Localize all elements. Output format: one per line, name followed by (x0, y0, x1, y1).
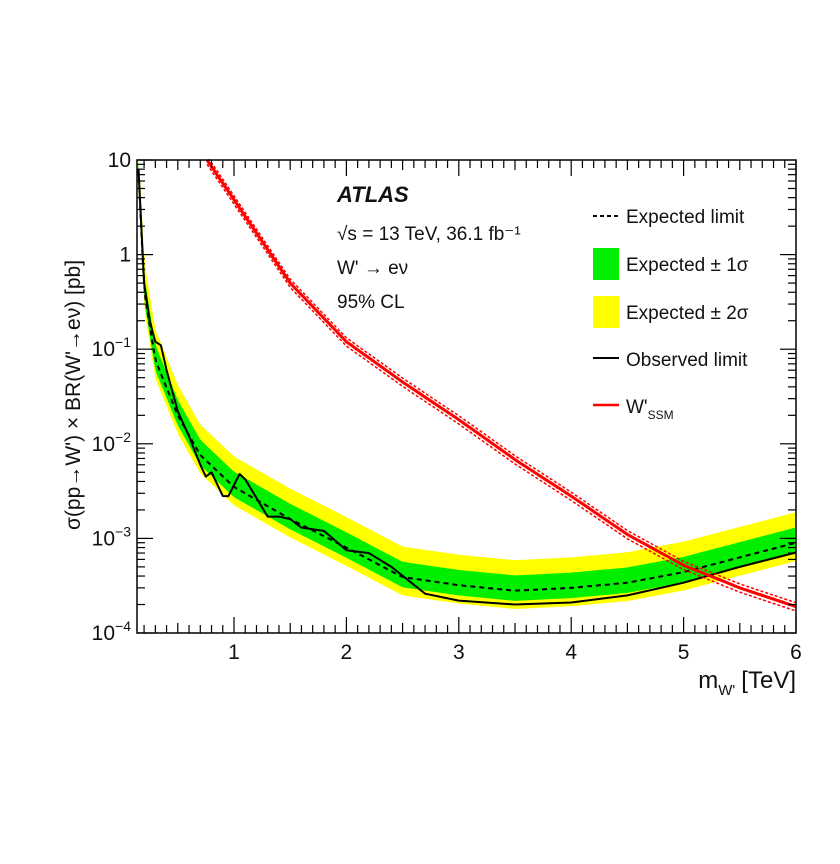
x-tick-label: 4 (565, 641, 577, 664)
experiment-label: ATLAS (336, 182, 409, 207)
annotation-cl: 95% CL (337, 292, 405, 313)
legend-label-2sigma: Expected ± 2σ (626, 303, 749, 324)
y-tick-label: 10−2 (92, 429, 132, 456)
plot-frame (136, 159, 797, 634)
y-tick-base: 10 (92, 622, 115, 645)
annotation-channel: W' → eν (337, 258, 408, 279)
x-tick-label: 3 (453, 641, 465, 664)
annotation-energy: √s = 13 TeV, 36.1 fb⁻¹ (337, 224, 521, 245)
y-tick-base: 10 (92, 527, 115, 550)
legend-label-1sigma: Expected ± 1σ (626, 255, 749, 276)
x-axis-label: mW' [TeV] (698, 667, 796, 699)
ssm-theory-line (205, 159, 797, 609)
expected-limit-line (137, 169, 796, 592)
y-tick-label: 10−1 (92, 334, 132, 361)
legend: Expected limit Expected ± 1σ Expected ± … (593, 207, 749, 422)
legend-label-ssm-sub: SSM (648, 408, 674, 422)
observed-limit-line (137, 169, 797, 606)
y-tick-base: 10 (92, 433, 115, 456)
legend-label-observed: Observed limit (626, 350, 748, 371)
y-tick-label: 10 (108, 149, 131, 172)
y-tick-base: 1 (119, 244, 131, 267)
y-tick-base: 10 (92, 338, 115, 361)
ssm-uncertainty-down (206, 163, 797, 612)
x-tick-label: 2 (341, 641, 353, 664)
y-tick-label: 10−3 (92, 523, 132, 550)
y-axis-label: σ(pp→W') × BR(W'→eν) [pb] (62, 260, 85, 530)
y-tick-base: 10 (108, 149, 131, 172)
y-tick-label: 1 (119, 244, 131, 267)
y-tick-exponent: −2 (115, 429, 131, 445)
legend-label-ssm: W'SSM (626, 397, 674, 422)
y-tick-exponent: −1 (115, 334, 131, 350)
lines (137, 159, 797, 612)
y-tick-exponent: −4 (115, 618, 131, 634)
ssm-uncertainty-up (207, 159, 797, 604)
legend-swatch-1sigma (593, 248, 619, 280)
band-1sigma (138, 160, 795, 601)
legend-swatch-2sigma (593, 296, 619, 328)
x-tick-label: 6 (790, 641, 802, 664)
y-tick-exponent: −3 (115, 523, 131, 539)
legend-label-ssm-main: W' (626, 397, 648, 418)
x-tick-label: 1 (228, 641, 240, 664)
x-tick-label: 5 (678, 641, 690, 664)
y-tick-label: 10−4 (92, 618, 132, 645)
legend-label-expected: Expected limit (626, 207, 745, 228)
band-2sigma (138, 160, 795, 609)
bands (138, 160, 795, 609)
